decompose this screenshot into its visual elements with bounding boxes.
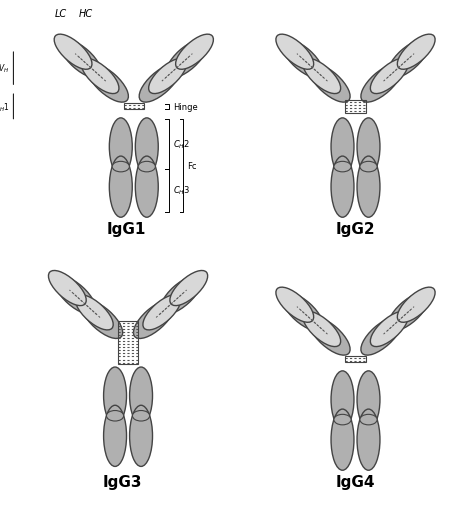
Ellipse shape — [143, 295, 181, 330]
Ellipse shape — [331, 371, 354, 428]
Ellipse shape — [357, 371, 380, 428]
Ellipse shape — [170, 271, 208, 306]
Ellipse shape — [331, 157, 354, 218]
Ellipse shape — [132, 411, 150, 421]
Ellipse shape — [331, 409, 354, 470]
Ellipse shape — [309, 317, 350, 356]
Ellipse shape — [397, 287, 435, 323]
Ellipse shape — [397, 35, 435, 70]
Ellipse shape — [360, 415, 377, 425]
Ellipse shape — [135, 157, 158, 218]
Ellipse shape — [129, 406, 153, 467]
Ellipse shape — [82, 300, 123, 339]
Ellipse shape — [309, 65, 350, 103]
Ellipse shape — [129, 367, 153, 425]
Ellipse shape — [112, 162, 129, 173]
Ellipse shape — [357, 409, 380, 470]
Text: IgG3: IgG3 — [102, 474, 142, 489]
Ellipse shape — [388, 293, 429, 331]
Text: $C_H$2: $C_H$2 — [173, 138, 190, 150]
Ellipse shape — [134, 300, 174, 339]
Ellipse shape — [149, 59, 186, 94]
Text: Hinge: Hinge — [173, 103, 198, 112]
Text: IgG4: IgG4 — [336, 474, 375, 489]
Text: HC: HC — [79, 9, 93, 19]
Ellipse shape — [87, 65, 128, 103]
Ellipse shape — [104, 367, 127, 425]
Ellipse shape — [48, 271, 86, 306]
Ellipse shape — [54, 35, 92, 70]
Ellipse shape — [166, 40, 207, 79]
Ellipse shape — [109, 119, 132, 176]
Ellipse shape — [160, 276, 201, 315]
Ellipse shape — [176, 35, 213, 70]
Ellipse shape — [107, 411, 124, 421]
Ellipse shape — [60, 40, 101, 79]
Ellipse shape — [357, 157, 380, 218]
Text: IgG2: IgG2 — [336, 222, 375, 237]
Ellipse shape — [303, 312, 341, 347]
Ellipse shape — [282, 293, 323, 331]
Ellipse shape — [334, 162, 351, 173]
Ellipse shape — [357, 119, 380, 176]
Ellipse shape — [135, 119, 158, 176]
Text: LC: LC — [55, 9, 67, 19]
Ellipse shape — [55, 276, 96, 315]
Ellipse shape — [334, 415, 351, 425]
Text: Fc: Fc — [187, 161, 197, 170]
Ellipse shape — [139, 65, 180, 103]
Bar — [346, 101, 365, 113]
Ellipse shape — [282, 40, 323, 79]
Ellipse shape — [104, 406, 127, 467]
Ellipse shape — [331, 119, 354, 176]
Text: IgG1: IgG1 — [107, 222, 146, 237]
Text: $V_L$ and $V_H$: $V_L$ and $V_H$ — [0, 63, 9, 75]
Ellipse shape — [138, 162, 155, 173]
Text: $C_H$3: $C_H$3 — [173, 184, 190, 197]
Ellipse shape — [370, 59, 408, 94]
Ellipse shape — [81, 59, 119, 94]
Bar — [118, 322, 138, 365]
Ellipse shape — [109, 157, 132, 218]
Ellipse shape — [361, 317, 402, 356]
Ellipse shape — [361, 65, 402, 103]
Ellipse shape — [75, 295, 113, 330]
Ellipse shape — [276, 287, 314, 323]
Ellipse shape — [388, 40, 429, 79]
Ellipse shape — [370, 312, 408, 347]
Ellipse shape — [303, 59, 341, 94]
Text: $C_L$ and $C_H$1: $C_L$ and $C_H$1 — [0, 101, 9, 114]
Ellipse shape — [276, 35, 314, 70]
Ellipse shape — [360, 162, 377, 173]
Bar — [124, 104, 144, 110]
Bar — [346, 357, 365, 363]
